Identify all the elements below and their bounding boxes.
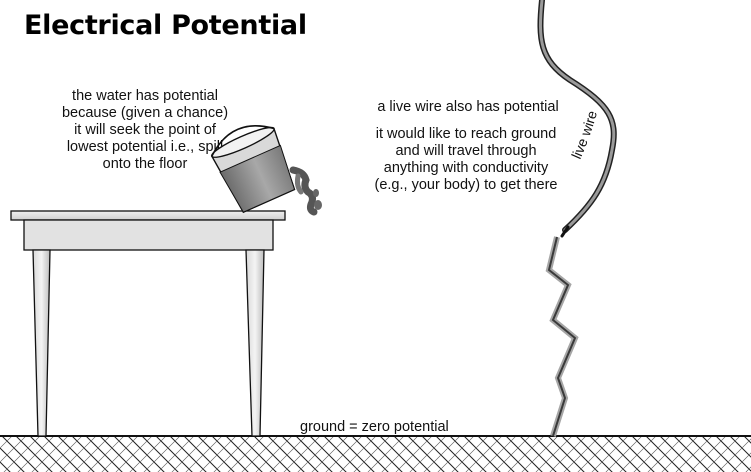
- ground: [0, 435, 751, 472]
- live-wire: [537, 0, 617, 238]
- water-text-line: lowest potential i.e., spill: [66, 139, 224, 155]
- water-text-line: the water has potential: [72, 88, 218, 104]
- lightning-bolt: [545, 236, 579, 437]
- page-title: Electrical Potential: [24, 10, 307, 41]
- spilled-water: [289, 166, 322, 216]
- wire-explanation: it would like to reach ground and will t…: [356, 126, 576, 194]
- wire-text-line: (e.g., your body) to get there: [374, 177, 558, 193]
- water-text-line: onto the floor: [102, 156, 188, 172]
- wire-label: live wire: [568, 109, 600, 162]
- table: [10, 210, 286, 437]
- wire-text-line: it would like to reach ground: [375, 126, 557, 142]
- water-text-line: because (given a chance): [61, 105, 229, 121]
- ground-label: ground = zero potential: [300, 419, 449, 435]
- water-text-line: it will seek the point of: [74, 122, 216, 138]
- water-bucket: [210, 125, 322, 216]
- wire-heading: a live wire also has potential: [377, 99, 559, 115]
- wire-text-line: anything with conductivity: [383, 160, 549, 176]
- wire-text-line: and will travel through: [395, 143, 537, 159]
- water-explanation: the water has potential because (given a…: [30, 88, 260, 173]
